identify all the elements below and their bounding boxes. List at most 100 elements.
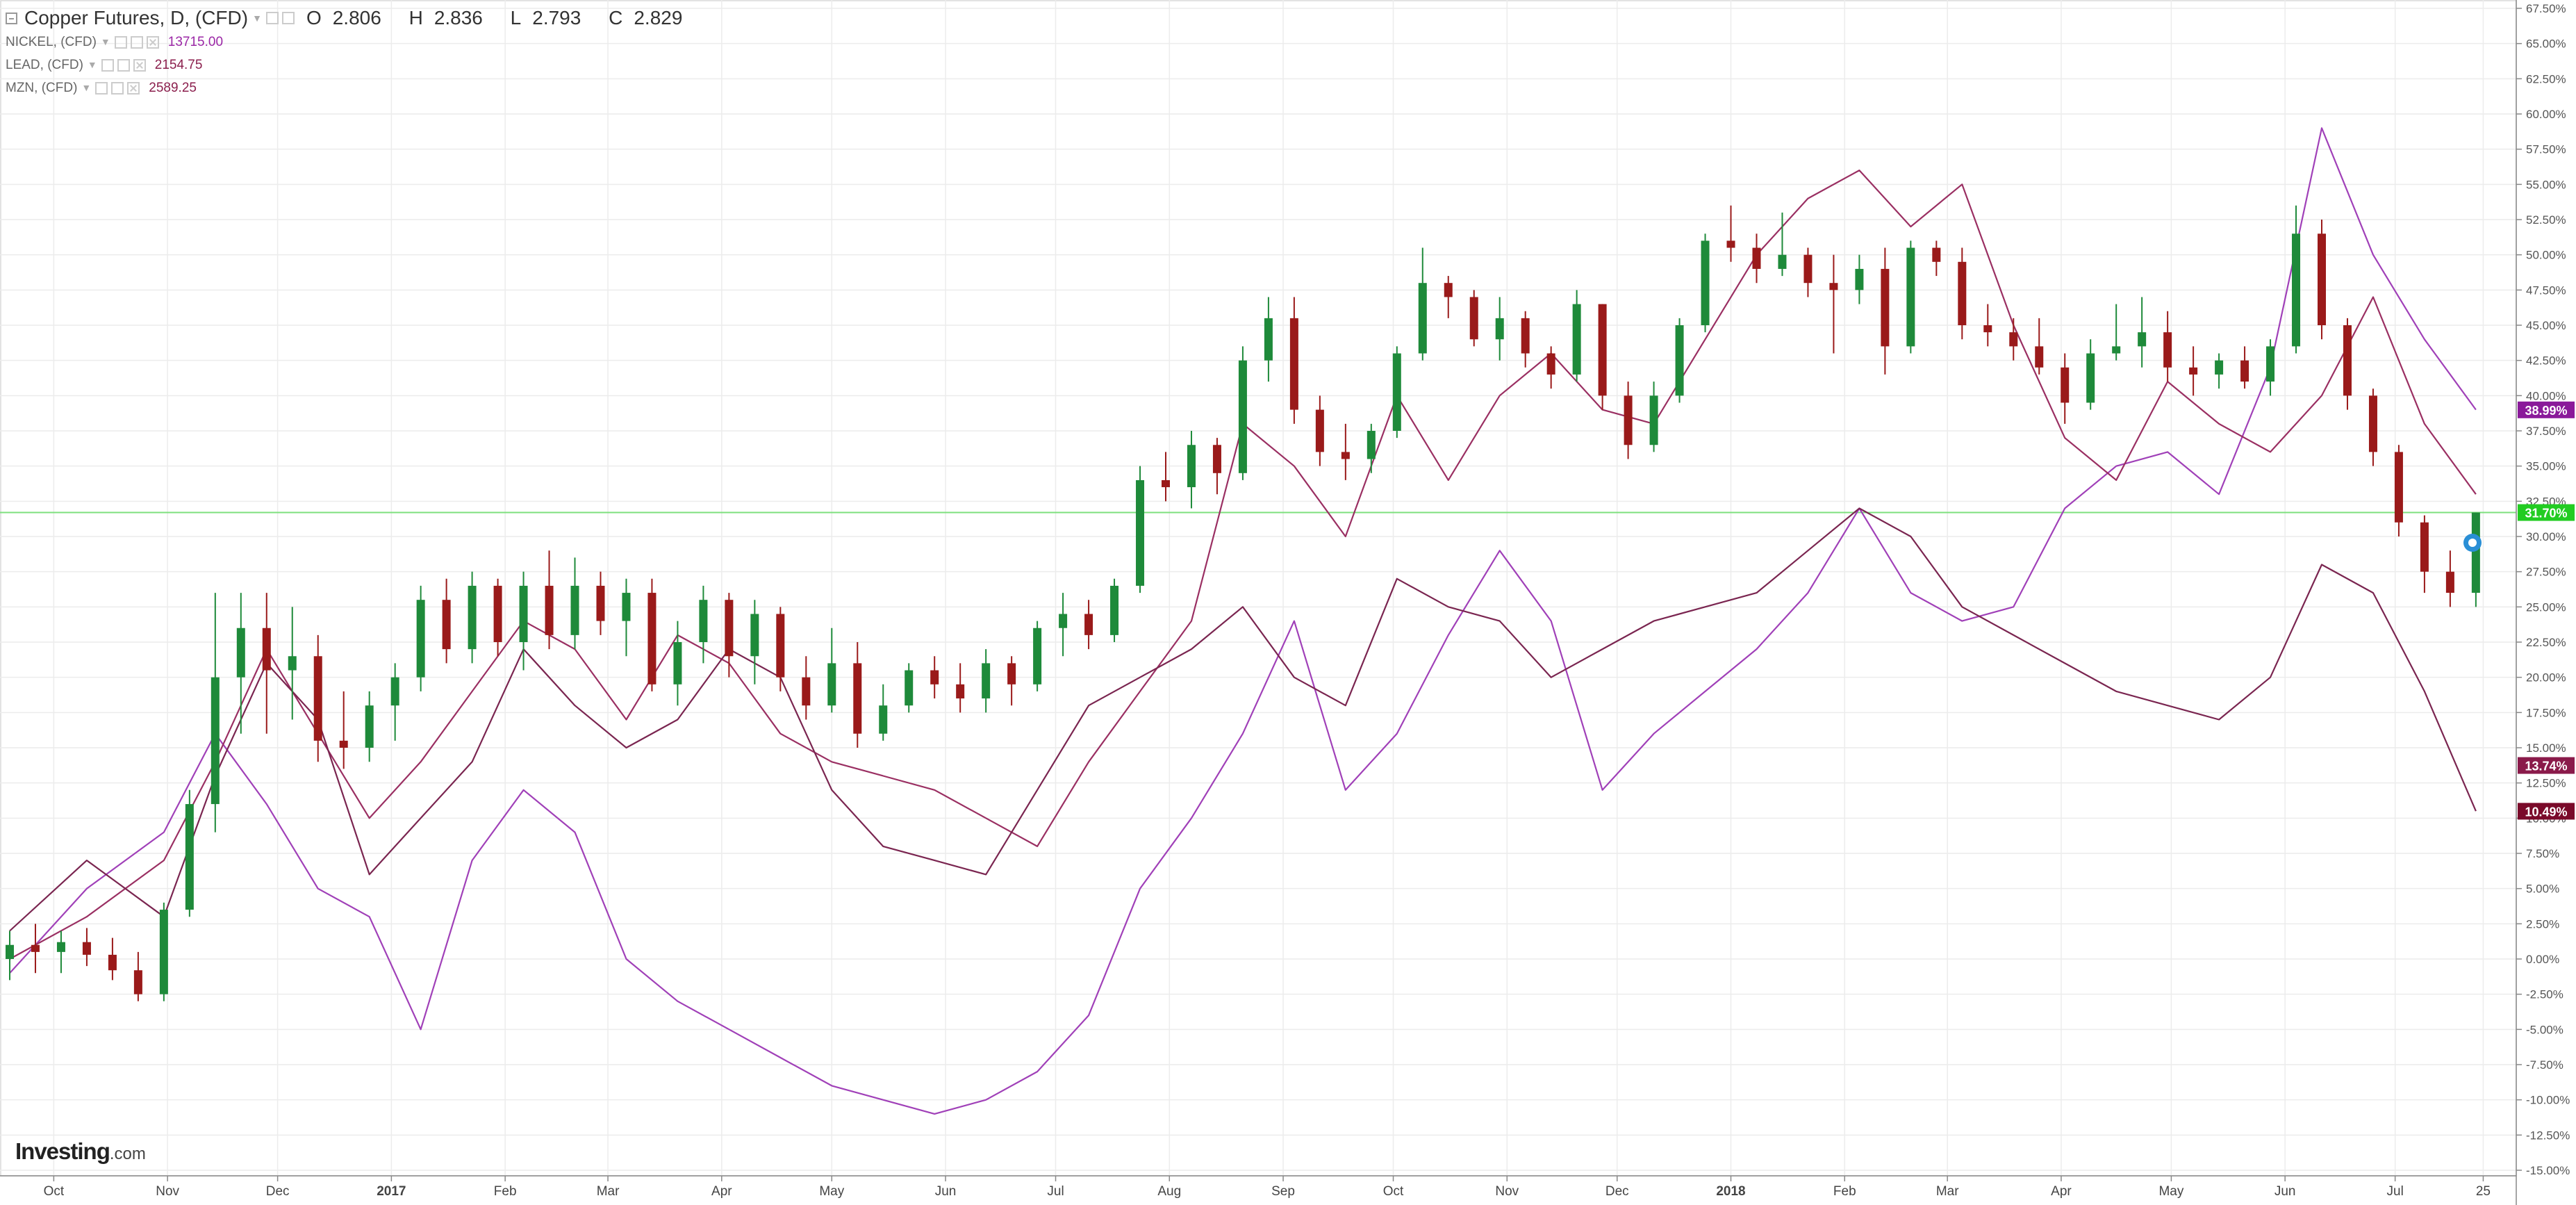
candle-body <box>1392 353 1401 431</box>
chevron-down-icon[interactable]: ▼ <box>100 36 110 47</box>
collapse-toggle-icon[interactable] <box>6 12 17 24</box>
close-icon[interactable] <box>146 35 159 49</box>
symbol-label[interactable]: NICKEL, (CFD) <box>6 35 97 49</box>
high-value: H 2.836 <box>408 7 483 28</box>
candle <box>1212 438 1221 495</box>
visibility-icon[interactable] <box>281 12 295 24</box>
candle <box>1162 452 1171 502</box>
candle-body <box>1726 240 1735 248</box>
main-symbol-title[interactable]: Copper Futures, D, (CFD) <box>24 7 249 28</box>
candle-body <box>1906 247 1915 347</box>
candle <box>1958 247 1967 340</box>
comparison-series <box>9 127 2477 1115</box>
candle <box>2061 353 2070 424</box>
candle-body <box>1649 395 1658 445</box>
candle <box>1624 382 1633 459</box>
close-icon[interactable] <box>133 58 146 72</box>
settings-icon[interactable] <box>114 35 127 49</box>
candle <box>468 571 477 664</box>
candle <box>1418 247 1427 361</box>
candle-body <box>2318 233 2327 325</box>
candle-body <box>1932 247 1941 262</box>
x-tick-label: Jun <box>935 1184 957 1199</box>
candle-body <box>750 614 759 657</box>
x-tick-label: Mar <box>597 1184 620 1199</box>
x-tick-label: Apr <box>711 1184 732 1199</box>
candle <box>1033 621 1042 691</box>
candle-body <box>390 677 399 706</box>
candle <box>2215 353 2224 389</box>
x-tick-label: Oct <box>1383 1184 1404 1199</box>
candle <box>1778 212 1787 277</box>
candle-body <box>2420 522 2429 572</box>
candle-body <box>1110 585 1119 635</box>
chevron-down-icon[interactable]: ▼ <box>81 82 92 93</box>
symbol-row-nickel: NICKEL, (CFD) ▼ 13715.00 <box>6 31 704 54</box>
candle-body <box>956 684 965 699</box>
candle-body <box>313 656 322 741</box>
symbol-value: 2154.75 <box>154 58 203 72</box>
price-tag-bg <box>2518 504 2575 521</box>
candle <box>930 656 939 699</box>
candle-body <box>365 705 374 748</box>
series-line-2 <box>9 170 2477 960</box>
candle <box>2343 318 2352 410</box>
candle <box>750 600 759 685</box>
candle-body <box>930 670 939 685</box>
close-value: C 2.829 <box>609 7 683 28</box>
settings-icon[interactable] <box>101 58 114 72</box>
candle <box>2368 388 2377 466</box>
candle-body <box>1059 614 1068 628</box>
price-tag-label: 10.49% <box>2525 805 2567 819</box>
brand-logo[interactable]: Investing.com <box>15 1138 146 1164</box>
symbol-label[interactable]: LEAD, (CFD) <box>6 58 83 72</box>
candle-body <box>622 593 631 621</box>
x-tick-label: Nov <box>156 1184 179 1199</box>
price-tag-label: 31.70% <box>2525 507 2567 520</box>
candle <box>1881 247 1890 375</box>
candle-body <box>82 942 91 955</box>
x-tick-label: Feb <box>494 1184 517 1199</box>
price-tags: 38.99% 31.70% 13.74% 10.49% <box>2518 401 2575 820</box>
plot-border <box>0 0 2517 1177</box>
symbol-value: 2589.25 <box>149 81 197 95</box>
candle <box>776 607 785 691</box>
candle <box>2318 220 2327 340</box>
low-value: L 2.793 <box>510 7 581 28</box>
candle-body <box>236 628 245 678</box>
x-tick-label: Jul <box>1047 1184 1064 1199</box>
x-tick-label: 25 <box>2476 1184 2491 1199</box>
settings-icon[interactable] <box>95 81 108 95</box>
candle <box>570 557 579 650</box>
candle <box>905 663 914 713</box>
y-tick-label: 12.50% <box>2526 777 2566 790</box>
candle <box>519 571 528 671</box>
candle-body <box>1418 283 1427 354</box>
candle <box>56 931 65 974</box>
visibility-icon[interactable] <box>117 58 130 72</box>
candle-body <box>1495 318 1504 340</box>
candle <box>2292 205 2301 354</box>
candle-body <box>853 663 862 734</box>
close-icon[interactable] <box>127 81 140 95</box>
alert-marker[interactable] <box>2463 534 2482 552</box>
chevron-down-icon[interactable]: ▼ <box>252 13 262 24</box>
candle-body <box>2112 346 2121 354</box>
candle-body <box>2394 452 2403 523</box>
candle-body <box>56 942 65 952</box>
candle <box>1289 297 1298 424</box>
settings-icon[interactable] <box>265 12 279 24</box>
x-tick-label: 2017 <box>377 1184 406 1199</box>
visibility-icon[interactable] <box>111 81 124 95</box>
chevron-down-icon[interactable]: ▼ <box>87 59 97 70</box>
candle <box>1187 431 1196 509</box>
y-tick-label: 30.00% <box>2526 530 2566 543</box>
visibility-icon[interactable] <box>130 35 143 49</box>
symbol-label[interactable]: MZN, (CFD) <box>6 81 78 95</box>
y-tick-label: 0.00% <box>2526 953 2559 966</box>
candle-body <box>699 600 708 642</box>
candle <box>1829 254 1838 354</box>
x-tick-label: Jul <box>2387 1184 2404 1199</box>
candle <box>1726 205 1735 262</box>
